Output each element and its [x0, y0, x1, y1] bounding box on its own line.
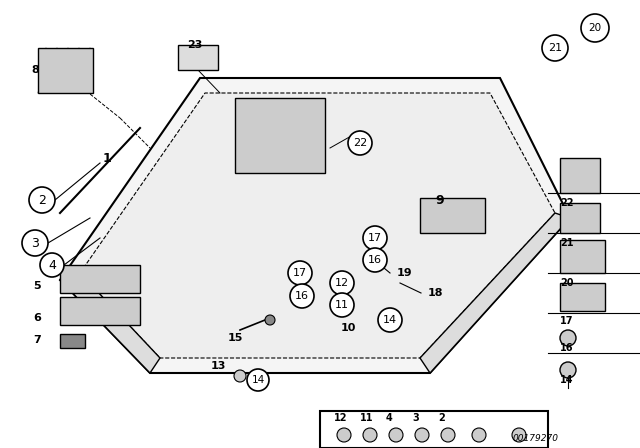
Text: 16: 16 [560, 343, 573, 353]
Bar [60, 265, 140, 293]
Circle shape [330, 293, 354, 317]
Circle shape [348, 131, 372, 155]
Polygon shape [60, 273, 160, 373]
Circle shape [288, 261, 312, 285]
Text: 17: 17 [293, 268, 307, 278]
Text: 12: 12 [335, 278, 349, 288]
Text: 17: 17 [368, 233, 382, 243]
Polygon shape [420, 213, 570, 373]
Text: 1: 1 [102, 151, 111, 164]
Circle shape [290, 284, 314, 308]
Text: 7: 7 [33, 335, 41, 345]
Text: 3: 3 [31, 237, 39, 250]
Text: 2: 2 [438, 413, 445, 423]
Bar [235, 98, 325, 173]
Bar [420, 198, 485, 233]
Text: 11: 11 [360, 413, 374, 423]
Bar [560, 203, 600, 233]
Bar [320, 411, 548, 448]
Text: 10: 10 [340, 323, 356, 333]
Text: 4: 4 [386, 413, 393, 423]
Text: 20: 20 [588, 23, 602, 33]
Bar [560, 240, 605, 273]
Text: 12: 12 [334, 413, 348, 423]
Text: 21: 21 [548, 43, 562, 53]
Circle shape [441, 428, 455, 442]
Text: 19: 19 [397, 268, 413, 278]
Text: 14: 14 [383, 315, 397, 325]
Circle shape [581, 14, 609, 42]
Polygon shape [60, 78, 570, 373]
Circle shape [247, 369, 269, 391]
Circle shape [415, 428, 429, 442]
Bar [560, 158, 600, 193]
Circle shape [378, 308, 402, 332]
Circle shape [22, 230, 48, 256]
Circle shape [234, 370, 246, 382]
Text: 13: 13 [211, 361, 226, 371]
Circle shape [29, 187, 55, 213]
Bar [38, 48, 93, 93]
Text: 18: 18 [428, 288, 443, 298]
Text: 17: 17 [560, 316, 573, 326]
Text: 8: 8 [31, 65, 39, 75]
Circle shape [337, 428, 351, 442]
Bar [560, 283, 605, 311]
Circle shape [363, 428, 377, 442]
Text: 21: 21 [560, 238, 573, 248]
Text: 16: 16 [295, 291, 309, 301]
Circle shape [363, 226, 387, 250]
Text: 9: 9 [436, 194, 444, 207]
Text: 5: 5 [33, 281, 41, 291]
Text: 6: 6 [33, 313, 41, 323]
Circle shape [40, 253, 64, 277]
Text: 11: 11 [335, 300, 349, 310]
Circle shape [542, 35, 568, 61]
Circle shape [560, 330, 576, 346]
Text: 14: 14 [560, 375, 573, 385]
Circle shape [560, 362, 576, 378]
Circle shape [472, 428, 486, 442]
Text: 3: 3 [412, 413, 419, 423]
Text: 23: 23 [188, 40, 203, 50]
Circle shape [265, 315, 275, 325]
Text: 4: 4 [48, 258, 56, 271]
Bar [178, 45, 218, 70]
Text: 14: 14 [252, 375, 264, 385]
Circle shape [389, 428, 403, 442]
Text: 15: 15 [227, 333, 243, 343]
Circle shape [512, 428, 526, 442]
Text: 2: 2 [38, 194, 46, 207]
Text: 22: 22 [560, 198, 573, 208]
Polygon shape [80, 93, 555, 358]
Bar [60, 297, 140, 325]
Circle shape [363, 248, 387, 272]
Text: 00179270: 00179270 [513, 434, 559, 443]
Text: 16: 16 [368, 255, 382, 265]
Text: 20: 20 [560, 278, 573, 288]
Circle shape [330, 271, 354, 295]
Bar [60, 334, 85, 348]
Text: 22: 22 [353, 138, 367, 148]
